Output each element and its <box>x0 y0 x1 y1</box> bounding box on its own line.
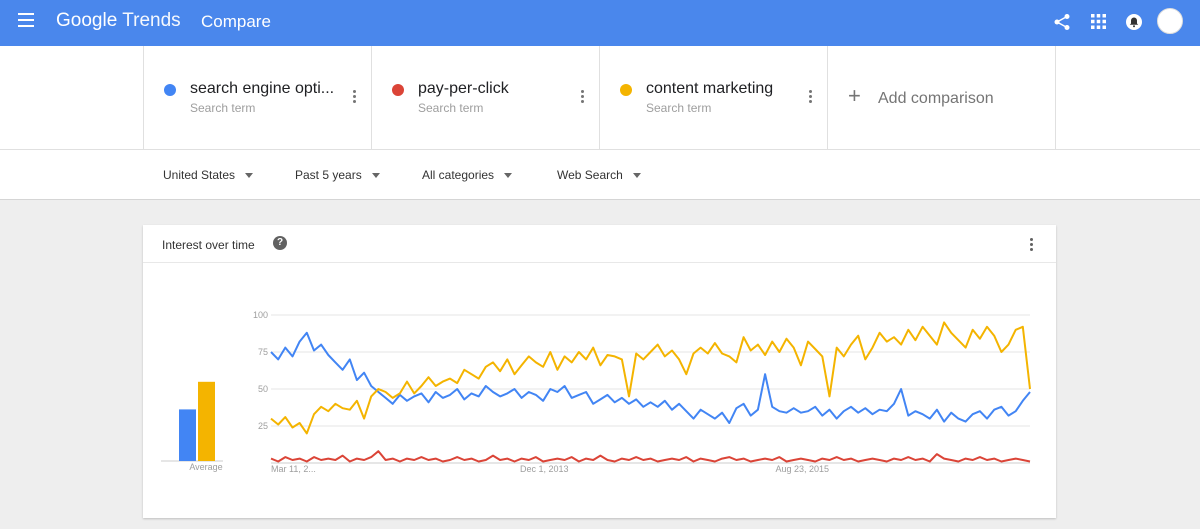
series-line-search-engine-optimization <box>270 331 1031 424</box>
series-line-pay-per-click <box>270 450 1031 463</box>
series-line-content-marketing <box>270 321 1031 435</box>
filter-bar: United States Past 5 years All categorie… <box>0 150 1200 200</box>
term-card-3[interactable]: content marketing Search term <box>599 46 827 149</box>
comparison-terms: search engine opti... Search term pay-pe… <box>0 46 1200 150</box>
search-property-dropdown[interactable]: Web Search <box>557 168 641 182</box>
notification-icon[interactable] <box>1125 13 1143 31</box>
help-icon[interactable]: ? <box>273 236 287 250</box>
term-type: Search term <box>646 101 712 115</box>
y-tick-label: 75 <box>258 347 268 357</box>
caret-down-icon <box>245 173 254 179</box>
interest-chart[interactable]: 100 75 50 25 Mar 11, 2... Dec 1, 2013 Aug 23, … <box>143 263 1056 518</box>
time-range-dropdown[interactable]: Past 5 years <box>295 168 380 182</box>
interest-over-time-card: Interest over time ? 100 75 50 25 Mar 11, 2.… <box>143 225 1056 518</box>
region-dropdown[interactable]: United States <box>163 168 254 182</box>
term-color-dot <box>620 84 632 96</box>
y-tick-label: 50 <box>258 384 268 394</box>
line-chart-svg: 100 75 50 25 Mar 11, 2... Dec 1, 2013 Aug 23, … <box>161 310 1031 474</box>
add-comparison-button[interactable]: + Add comparison <box>827 46 1056 149</box>
avatar[interactable] <box>1157 8 1183 34</box>
term-name[interactable]: content marketing <box>646 80 774 97</box>
page-title: Compare <box>201 12 271 31</box>
term-card-1[interactable]: search engine opti... Search term <box>143 46 371 149</box>
add-comparison-label: Add comparison <box>878 90 994 107</box>
caret-down-icon <box>371 173 380 179</box>
caret-down-icon <box>504 173 513 179</box>
term-color-dot <box>392 84 404 96</box>
term-name[interactable]: search engine opti... <box>190 80 335 97</box>
more-options-icon[interactable] <box>581 90 585 104</box>
plus-icon: + <box>848 83 861 108</box>
y-tick-label: 100 <box>253 310 268 320</box>
caret-down-icon <box>632 173 641 179</box>
card-title: Interest over time <box>162 238 255 252</box>
google-trends-logo[interactable]: Google Trends <box>56 10 181 31</box>
average-bar <box>179 409 196 461</box>
term-card-2[interactable]: pay-per-click Search term <box>371 46 599 149</box>
term-name[interactable]: pay-per-click <box>418 80 509 97</box>
card-header: Interest over time ? <box>143 225 1056 263</box>
app-bar: Google Trends Compare <box>0 0 1200 46</box>
x-tick-label: Mar 11, 2... <box>271 464 316 474</box>
term-type: Search term <box>418 101 484 115</box>
term-type: Search term <box>190 101 256 115</box>
average-label: Average <box>189 462 222 472</box>
card-more-options-icon[interactable] <box>1030 238 1034 252</box>
term-color-dot <box>164 84 176 96</box>
x-tick-label: Dec 1, 2013 <box>520 464 569 474</box>
more-options-icon[interactable] <box>353 90 357 104</box>
share-icon[interactable] <box>1053 13 1071 31</box>
y-tick-label: 25 <box>258 421 268 431</box>
average-bar <box>198 381 215 461</box>
apps-icon[interactable] <box>1091 14 1106 29</box>
menu-icon[interactable] <box>18 13 34 27</box>
category-dropdown[interactable]: All categories <box>422 168 513 182</box>
more-options-icon[interactable] <box>809 90 813 104</box>
x-tick-label: Aug 23, 2015 <box>776 464 830 474</box>
